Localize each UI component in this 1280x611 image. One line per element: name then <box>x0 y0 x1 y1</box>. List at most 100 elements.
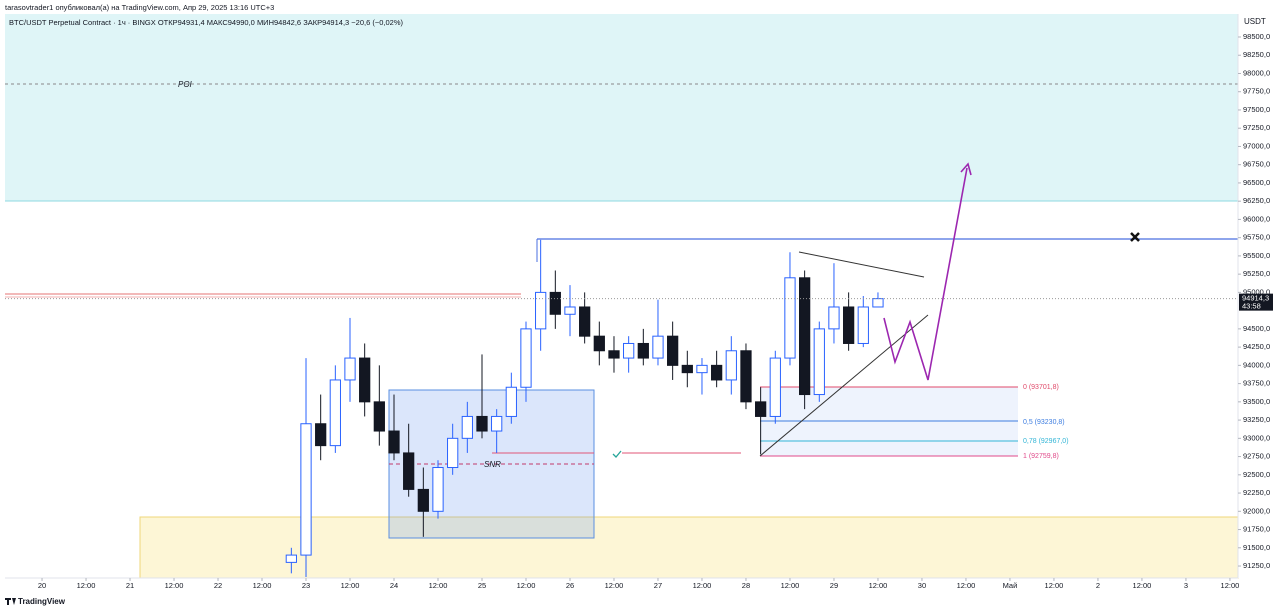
x-tick-label: 30 <box>918 581 926 590</box>
candle-body <box>417 488 429 512</box>
y-tick-label: 92750,0 <box>1243 452 1270 461</box>
candle-body <box>403 452 415 490</box>
countdown: 43:58 <box>1242 302 1261 311</box>
symbol-legend: BTC/USDT Perpetual Contract · 1ч · BINGX… <box>9 18 403 27</box>
fib-label: 0,78 (92967,0) <box>1023 438 1069 445</box>
candle-body <box>476 415 488 432</box>
x-tick-label: 12:00 <box>605 581 624 590</box>
x-tick-label: 12:00 <box>1221 581 1240 590</box>
x-tick-label: 22 <box>214 581 222 590</box>
candle-body <box>520 328 532 388</box>
y-tick-label: 96250,0 <box>1243 196 1270 205</box>
x-tick-label: 12:00 <box>429 581 448 590</box>
candle-body <box>637 342 649 359</box>
x-tick-label: 12:00 <box>341 581 360 590</box>
y-tick-label: 91750,0 <box>1243 525 1270 534</box>
arrow-head <box>960 162 972 176</box>
y-tick-label: 92000,0 <box>1243 506 1270 515</box>
x-tick-label: 26 <box>566 581 574 590</box>
x-tick-label: 2 <box>1096 581 1100 590</box>
y-tick-label: 96500,0 <box>1243 178 1270 187</box>
fib-label: 0 (93701,8) <box>1023 384 1059 391</box>
x-tick-label: 3 <box>1184 581 1188 590</box>
y-tick-label: 97000,0 <box>1243 141 1270 150</box>
y-tick-label: 92250,0 <box>1243 488 1270 497</box>
candle-body <box>388 430 400 454</box>
y-tick-label: 94000,0 <box>1243 360 1270 369</box>
y-tick-label: 97750,0 <box>1243 87 1270 96</box>
fib-label: 0,5 (93230,8) <box>1023 419 1065 426</box>
y-tick-label: 91500,0 <box>1243 543 1270 552</box>
x-tick-label: 27 <box>654 581 662 590</box>
candle-body <box>549 291 561 315</box>
candle-body <box>696 364 708 374</box>
y-tick-label: 92500,0 <box>1243 470 1270 479</box>
price-tag <box>1239 293 1273 311</box>
candle-body <box>799 277 811 396</box>
y-tick-label: 95750,0 <box>1243 233 1270 242</box>
candle-body <box>842 306 855 344</box>
x-tick-label: 29 <box>830 581 838 590</box>
candle-body <box>461 415 473 439</box>
candle-body <box>667 335 679 366</box>
x-tick-label: 12:00 <box>253 581 272 590</box>
x-tick-label: 12:00 <box>869 581 888 590</box>
price-tag-label: 94914,3 <box>1242 294 1269 303</box>
candle-body <box>872 298 884 308</box>
candle-body <box>579 306 591 337</box>
candle-body <box>681 364 693 374</box>
candle-body <box>300 423 312 556</box>
poi-label: POI <box>178 80 193 89</box>
x-tick-label: 12:00 <box>77 581 96 590</box>
x-tick-label: 12:00 <box>165 581 184 590</box>
x-tick-label: 12:00 <box>693 581 712 590</box>
projection-path <box>883 167 968 381</box>
candle-body <box>755 401 767 417</box>
candle-body <box>329 379 341 447</box>
candle-body <box>652 335 664 359</box>
y-tick-label: 93750,0 <box>1243 379 1270 388</box>
candle-body <box>344 357 356 381</box>
logo <box>5 598 16 605</box>
candle-body <box>285 554 297 563</box>
candle-body <box>447 437 459 469</box>
candle-body <box>740 350 752 403</box>
y-tick-label: 91250,0 <box>1243 561 1270 570</box>
y-tick-label: 97250,0 <box>1243 123 1270 132</box>
candle-body <box>711 364 723 381</box>
x-tick-label: 24 <box>390 581 398 590</box>
candle-body <box>491 415 503 432</box>
x-tick-label: 23 <box>302 581 310 590</box>
candle-body <box>784 277 796 359</box>
check-mark <box>612 450 622 458</box>
supply-zone <box>5 14 1238 201</box>
y-tick-label: 94500,0 <box>1243 324 1270 333</box>
y-tick-label: 97500,0 <box>1243 105 1270 114</box>
candle-body <box>857 306 869 344</box>
x-tick-label: 20 <box>38 581 46 590</box>
y-tick-label: 95250,0 <box>1243 269 1270 278</box>
x-tick-label: 12:00 <box>517 581 536 590</box>
candle-body <box>623 342 635 359</box>
candle-body <box>769 357 781 417</box>
y-tick-label: 95000,0 <box>1243 287 1270 296</box>
y-tick-label: 93000,0 <box>1243 433 1270 442</box>
candle-body <box>593 335 605 352</box>
x-tick-label: 12:00 <box>1133 581 1152 590</box>
y-tick-label: 98250,0 <box>1243 50 1270 59</box>
trend-line <box>759 314 929 457</box>
x-tick-label: 12:00 <box>781 581 800 590</box>
y-tick-label: 96000,0 <box>1243 214 1270 223</box>
x-tick-label: 21 <box>126 581 134 590</box>
snr-label: SNR <box>484 460 501 469</box>
y-tick-label: 93500,0 <box>1243 397 1270 406</box>
candle-body <box>608 350 620 359</box>
x-tick-label: 12:00 <box>957 581 976 590</box>
x-mark <box>1130 232 1140 242</box>
candle-body <box>535 291 547 330</box>
y-tick-label: 93250,0 <box>1243 415 1270 424</box>
candle-body <box>813 328 825 396</box>
x-tick-label: Май <box>1003 581 1018 590</box>
y-tick-label: 94250,0 <box>1243 342 1270 351</box>
